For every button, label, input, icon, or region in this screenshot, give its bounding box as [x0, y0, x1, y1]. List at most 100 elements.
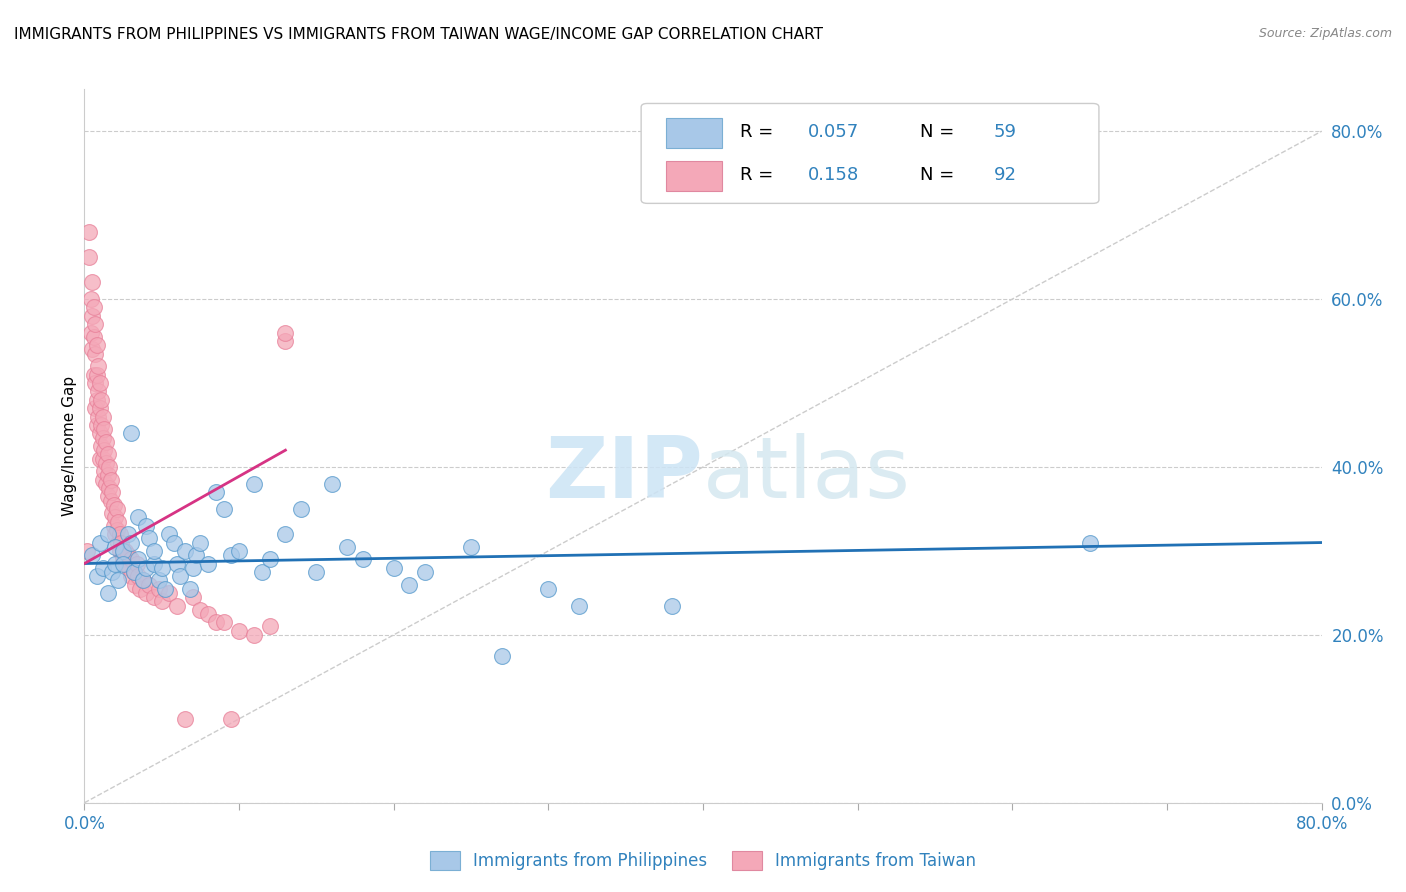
Point — [112, 544, 135, 558]
Point — [76, 544, 98, 558]
Text: 0.158: 0.158 — [808, 166, 859, 184]
Point — [83, 301, 105, 315]
Point — [181, 560, 204, 574]
Point — [228, 544, 250, 558]
Point — [79, 292, 101, 306]
Point — [179, 582, 201, 596]
Point — [91, 431, 114, 445]
Point — [243, 476, 266, 491]
Point — [87, 409, 110, 424]
Point — [84, 318, 107, 332]
Point — [1078, 535, 1101, 549]
Point — [305, 565, 328, 579]
Point — [221, 548, 243, 562]
Point — [97, 527, 120, 541]
Point — [413, 565, 436, 579]
Point — [117, 527, 139, 541]
Point — [94, 476, 117, 491]
Point — [103, 498, 125, 512]
Point — [252, 565, 274, 579]
Point — [98, 460, 121, 475]
Point — [197, 607, 219, 621]
Point — [150, 594, 173, 608]
Point — [382, 560, 405, 574]
Point — [184, 548, 207, 562]
Point — [166, 599, 188, 613]
Point — [491, 648, 513, 663]
Point — [460, 540, 482, 554]
Point — [120, 569, 142, 583]
Point — [205, 485, 228, 500]
Point — [118, 560, 141, 574]
Point — [143, 544, 166, 558]
Point — [94, 434, 117, 449]
Point — [97, 468, 120, 483]
Point — [159, 586, 181, 600]
Point — [122, 565, 145, 579]
Text: R =: R = — [740, 166, 779, 184]
Point — [90, 417, 112, 432]
Point — [114, 544, 136, 558]
Point — [120, 426, 142, 441]
Point — [105, 523, 128, 537]
Point — [129, 582, 152, 596]
Point — [115, 557, 138, 571]
Point — [97, 489, 120, 503]
Point — [174, 712, 197, 726]
Point — [90, 392, 112, 407]
Point — [86, 368, 108, 382]
Bar — [666, 161, 721, 191]
Point — [124, 577, 146, 591]
Point — [94, 456, 117, 470]
Point — [89, 535, 111, 549]
Point — [83, 330, 105, 344]
Point — [228, 624, 250, 638]
Point — [128, 510, 150, 524]
Point — [138, 577, 160, 591]
Point — [90, 439, 112, 453]
Point — [77, 225, 100, 239]
Point — [84, 346, 107, 360]
Point — [259, 619, 281, 633]
Point — [112, 557, 135, 571]
Point — [87, 384, 110, 399]
Point — [89, 451, 111, 466]
Point — [91, 409, 114, 424]
Text: 92: 92 — [994, 166, 1017, 184]
Point — [174, 544, 197, 558]
Point — [84, 376, 107, 390]
Point — [104, 557, 127, 571]
Text: 59: 59 — [994, 123, 1017, 141]
Point — [117, 548, 139, 562]
Point — [108, 544, 131, 558]
Text: N =: N = — [920, 166, 959, 184]
Legend: Immigrants from Philippines, Immigrants from Taiwan: Immigrants from Philippines, Immigrants … — [423, 844, 983, 877]
Point — [91, 451, 114, 466]
Point — [86, 417, 108, 432]
Point — [104, 510, 127, 524]
Point — [86, 338, 108, 352]
Point — [205, 615, 228, 630]
Point — [163, 535, 186, 549]
Point — [82, 275, 104, 289]
Text: IMMIGRANTS FROM PHILIPPINES VS IMMIGRANTS FROM TAIWAN WAGE/INCOME GAP CORRELATIO: IMMIGRANTS FROM PHILIPPINES VS IMMIGRANT… — [14, 27, 823, 42]
Point — [97, 447, 120, 461]
Point — [274, 527, 297, 541]
Point — [100, 493, 122, 508]
Point — [104, 527, 127, 541]
FancyBboxPatch shape — [641, 103, 1099, 203]
Text: ZIP: ZIP — [546, 433, 703, 516]
Point — [128, 569, 150, 583]
Text: atlas: atlas — [703, 433, 911, 516]
Point — [101, 565, 124, 579]
Point — [148, 574, 170, 588]
Point — [93, 464, 115, 478]
Point — [336, 540, 359, 554]
Point — [97, 586, 120, 600]
Point — [221, 712, 243, 726]
Point — [661, 599, 683, 613]
Point — [89, 376, 111, 390]
Point — [125, 557, 148, 571]
Point — [87, 359, 110, 374]
Text: R =: R = — [740, 123, 779, 141]
